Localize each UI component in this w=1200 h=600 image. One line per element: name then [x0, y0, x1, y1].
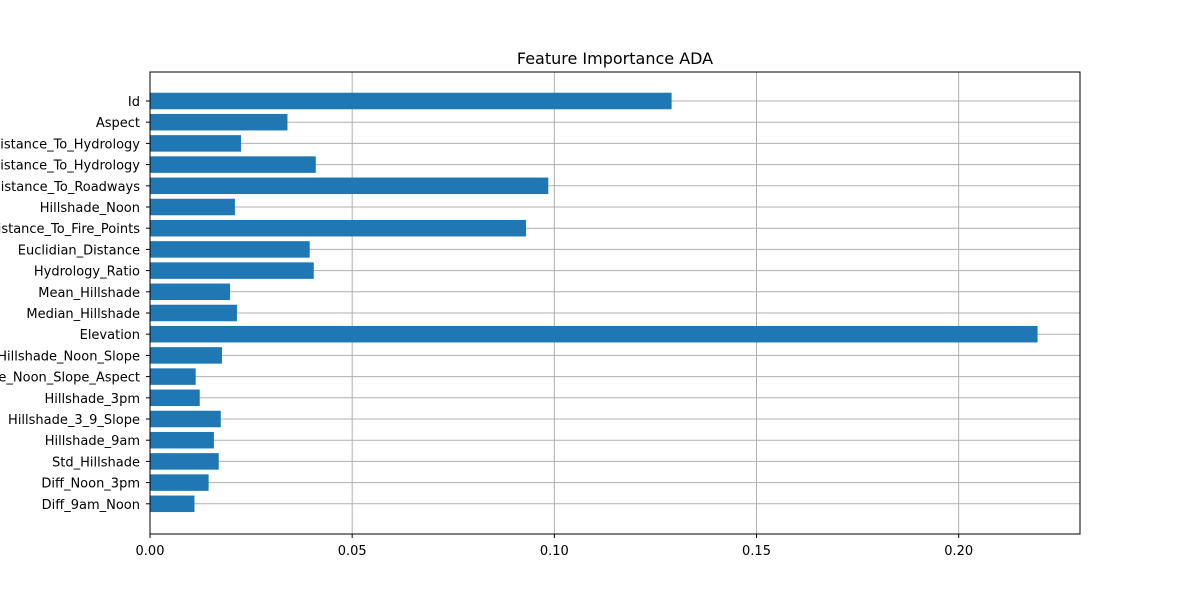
x-tick-label: 0.10 — [540, 544, 569, 559]
y-tick-label: Median_Hillshade — [26, 307, 140, 322]
x-tick-label: 0.05 — [338, 544, 367, 559]
y-tick-label: Hillshade_3_9_Slope — [8, 413, 140, 428]
x-axis: 0.00 0.05 0.10 0.15 0.20 — [136, 534, 973, 559]
y-tick-label: Diff_9am_Noon — [42, 498, 140, 513]
y-axis: Id Aspect Horizontal_Distance_To_Hydrology… — [0, 95, 150, 513]
bar — [150, 325, 1038, 343]
bar — [150, 135, 241, 152]
y-tick-label: Mean_Hillshade — [38, 286, 140, 301]
y-tick-label: Hillshade_9am — [45, 434, 140, 449]
bar — [150, 156, 316, 173]
y-tick-label: Horizontal_Distance_To_Fire_Points — [0, 222, 140, 237]
bar — [150, 431, 214, 449]
bar — [150, 368, 196, 385]
bar — [150, 347, 222, 364]
y-tick-label: Hillshade_Noon — [40, 201, 140, 216]
bars-layer — [150, 92, 1038, 513]
bar — [150, 283, 231, 301]
bar — [150, 389, 200, 407]
bar — [150, 474, 209, 491]
y-tick-label: Aspect — [96, 116, 140, 131]
bar — [150, 241, 310, 258]
bar — [150, 410, 221, 428]
bar — [150, 113, 288, 131]
y-tick-label: Hillshade_Noon_Slope_Aspect — [0, 371, 140, 386]
bar — [150, 177, 549, 195]
y-tick-label: Horizontal_Distance_To_Roadways — [0, 180, 140, 195]
y-tick-label: Hillshade_3pm — [44, 392, 140, 407]
bar — [150, 219, 527, 237]
x-tick-label: 0.20 — [944, 544, 973, 559]
y-tick-label: Diff_Noon_3pm — [41, 477, 140, 492]
bar — [150, 198, 235, 216]
bar — [150, 92, 672, 110]
y-tick-label: Hydrology_Ratio — [34, 265, 140, 280]
y-tick-label: Vertical_Distance_To_Hydrology — [0, 159, 140, 174]
bar — [150, 262, 314, 279]
plot-frame — [149, 71, 1081, 535]
y-tick-label: Hillshade_Noon_Slope — [0, 349, 140, 364]
bar — [150, 304, 237, 322]
x-tick-label: 0.15 — [742, 544, 771, 559]
y-tick-label: Euclidian_Distance — [18, 243, 140, 258]
y-tick-label: Elevation — [80, 328, 140, 343]
bar — [150, 495, 195, 513]
bar — [150, 453, 219, 470]
y-tick-label: Id — [128, 95, 140, 110]
y-tick-label: Std_Hillshade — [52, 455, 140, 470]
x-tick-label: 0.00 — [136, 544, 165, 559]
chart-title: Feature Importance ADA — [517, 49, 713, 68]
y-tick-label: Horizontal_Distance_To_Hydrology — [0, 137, 140, 152]
